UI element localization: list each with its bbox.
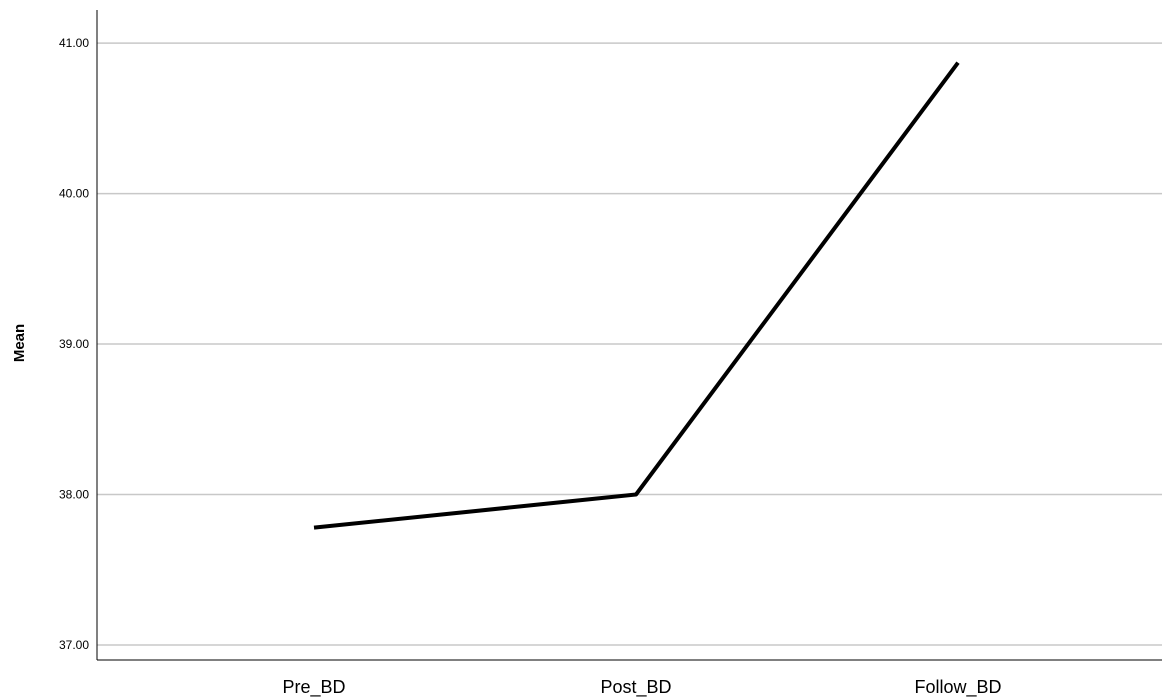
- series-lines: [313, 61, 960, 530]
- y-tick-label: 41.00: [59, 36, 89, 50]
- series-line: [313, 61, 960, 530]
- x-tick-label: Pre_BD: [282, 677, 345, 697]
- x-tick-label: Post_BD: [600, 677, 671, 697]
- x-tick-labels: Pre_BD Post_BD Follow_BD: [282, 677, 1001, 697]
- y-tick-label: 38.00: [59, 487, 89, 501]
- y-axis-title: Mean: [11, 324, 28, 362]
- y-tick-label: 37.00: [59, 638, 89, 652]
- y-tick-label: 40.00: [59, 187, 89, 201]
- grid-lines: [97, 42, 1162, 646]
- y-tick-labels: 37.00 38.00 39.00 40.00 41.00: [59, 36, 89, 652]
- axes: [96, 10, 1162, 661]
- x-tick-label: Follow_BD: [914, 677, 1001, 697]
- y-tick-label: 39.00: [59, 337, 89, 351]
